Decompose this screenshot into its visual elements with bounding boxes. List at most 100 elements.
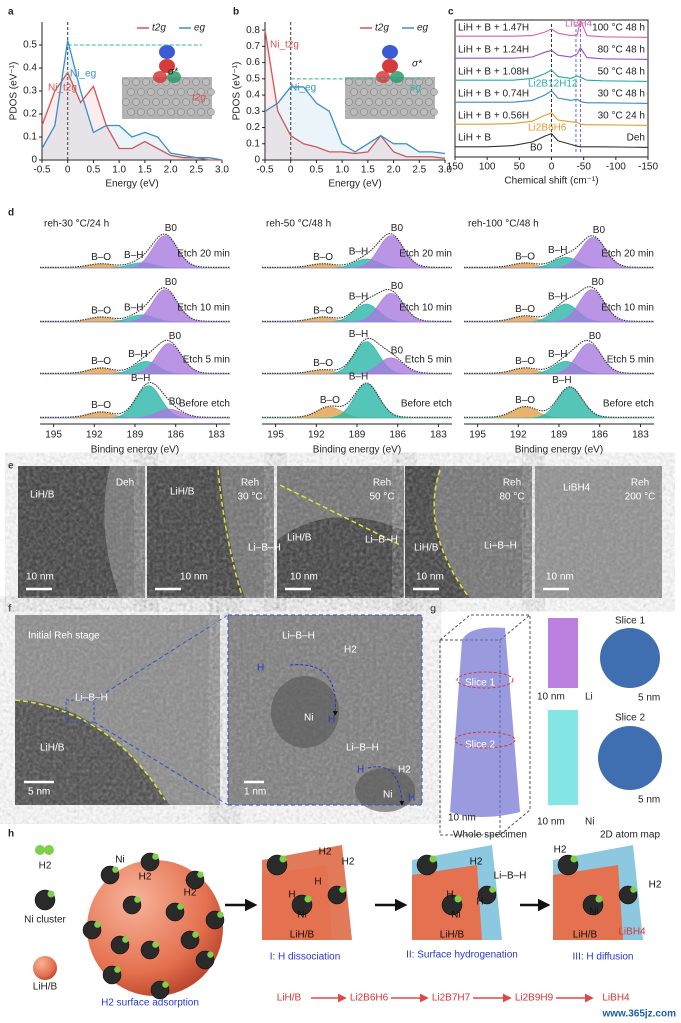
line xyxy=(41,40,223,161)
structure-label: Ni xyxy=(115,855,124,866)
h-path xyxy=(289,664,338,716)
zoom-line xyxy=(93,614,229,701)
atom xyxy=(142,78,150,86)
image-label: H xyxy=(408,793,415,804)
annotation: Li2B6H6 xyxy=(528,123,567,134)
atom xyxy=(410,108,418,116)
micrograph-texture xyxy=(277,466,404,598)
peak-label: B–O xyxy=(515,356,535,367)
image-label: Ni xyxy=(304,713,313,724)
slice xyxy=(454,731,516,749)
image-label: LiH/B xyxy=(40,743,65,754)
image-label: Slice 1 xyxy=(615,616,645,627)
inset-structure xyxy=(122,45,215,119)
y-tick-label: 0.4 xyxy=(23,63,37,74)
image-label: LiH/B xyxy=(414,543,439,554)
atom xyxy=(365,98,373,106)
peak-label: B–H xyxy=(124,250,143,261)
chain-label: Li2B7H7 xyxy=(432,993,471,1004)
image-label: Reh xyxy=(373,478,391,489)
structure-label: H2 xyxy=(554,845,567,856)
series-label: LiH + B + 1.24H xyxy=(458,45,529,56)
h-path xyxy=(367,766,405,806)
peak-component xyxy=(40,289,230,323)
envelope xyxy=(464,386,654,418)
li-map xyxy=(548,618,578,688)
peak-label: B–H xyxy=(349,247,368,258)
x-tick-label: 3.0 xyxy=(215,165,229,176)
x-axis-label: Binding energy (eV) xyxy=(91,445,179,456)
legend-label: H2 xyxy=(39,861,52,872)
image-label: Reh xyxy=(503,478,521,489)
peak-label: B–O xyxy=(91,400,111,411)
envelope xyxy=(40,233,230,268)
h-atom xyxy=(177,903,184,910)
atom xyxy=(350,108,358,116)
peak-label: B–O xyxy=(515,251,535,262)
x-tick-label: 183 xyxy=(208,430,225,441)
atom xyxy=(345,78,353,86)
image-label: 5 nm xyxy=(638,693,660,704)
boundary-line xyxy=(433,469,469,597)
atom xyxy=(147,88,155,96)
micrograph-texture xyxy=(535,466,662,598)
atom xyxy=(370,88,378,96)
image-label: 10 nm xyxy=(537,692,565,703)
area xyxy=(42,72,222,160)
atom xyxy=(182,78,190,86)
specimen xyxy=(450,627,520,817)
orbital xyxy=(390,71,404,83)
envelope xyxy=(262,337,452,374)
x-tick-label: 186 xyxy=(591,430,608,441)
peak-label: B–H xyxy=(552,375,571,386)
trace-label: Etch 20 min xyxy=(399,249,452,260)
trace-label: Before etch xyxy=(179,399,230,410)
atom xyxy=(405,98,413,106)
area xyxy=(265,30,445,161)
chart-title: reh-100 °C/48 h xyxy=(468,219,539,230)
trace-label: Etch 10 min xyxy=(601,303,654,314)
h-atom xyxy=(152,941,159,948)
atom xyxy=(137,88,145,96)
atom xyxy=(375,98,383,106)
h-atom xyxy=(279,855,287,863)
boundary-line xyxy=(217,469,243,597)
atom xyxy=(385,98,393,106)
spectrum xyxy=(455,69,649,82)
peak-label: B–O xyxy=(313,358,333,369)
image-label: 5 nm xyxy=(28,787,50,798)
atom xyxy=(157,88,165,96)
annotation: Ni_t2g xyxy=(48,83,77,94)
stage-label: II: Surface hydrogenation xyxy=(406,950,518,961)
structure-label: LiH/B xyxy=(440,930,465,941)
orbital xyxy=(159,59,175,73)
annotation: eg xyxy=(410,83,422,94)
peak-label: B0 xyxy=(165,223,178,234)
image-label: 200 °C xyxy=(625,492,656,503)
structure-label: H xyxy=(314,877,321,888)
spectrum xyxy=(455,18,649,38)
image-label: Slice 1 xyxy=(465,678,495,689)
atom xyxy=(187,108,195,116)
trace-label: Etch 20 min xyxy=(601,249,654,260)
x-tick-label: 1.5 xyxy=(138,165,152,176)
atom xyxy=(430,108,438,116)
y-tick-label: 0.2 xyxy=(23,109,37,120)
chain-label: LiBH4 xyxy=(602,993,630,1004)
peak-label: B0 xyxy=(593,225,606,236)
panel-label: b xyxy=(233,7,239,18)
x-tick-label: 189 xyxy=(551,430,568,441)
image-frame xyxy=(227,614,423,806)
atom xyxy=(177,88,185,96)
micrograph-texture xyxy=(18,466,145,598)
h-atom xyxy=(570,855,578,863)
x-tick-label: 0.5 xyxy=(309,165,323,176)
trace-label: Etch 5 min xyxy=(405,355,452,366)
peak-label: B–H xyxy=(131,373,150,384)
image-label: Li–B–H xyxy=(75,693,108,704)
h-atom xyxy=(162,981,169,988)
x-tick-label: 195 xyxy=(45,430,62,441)
line xyxy=(41,71,222,161)
atom xyxy=(430,88,438,96)
